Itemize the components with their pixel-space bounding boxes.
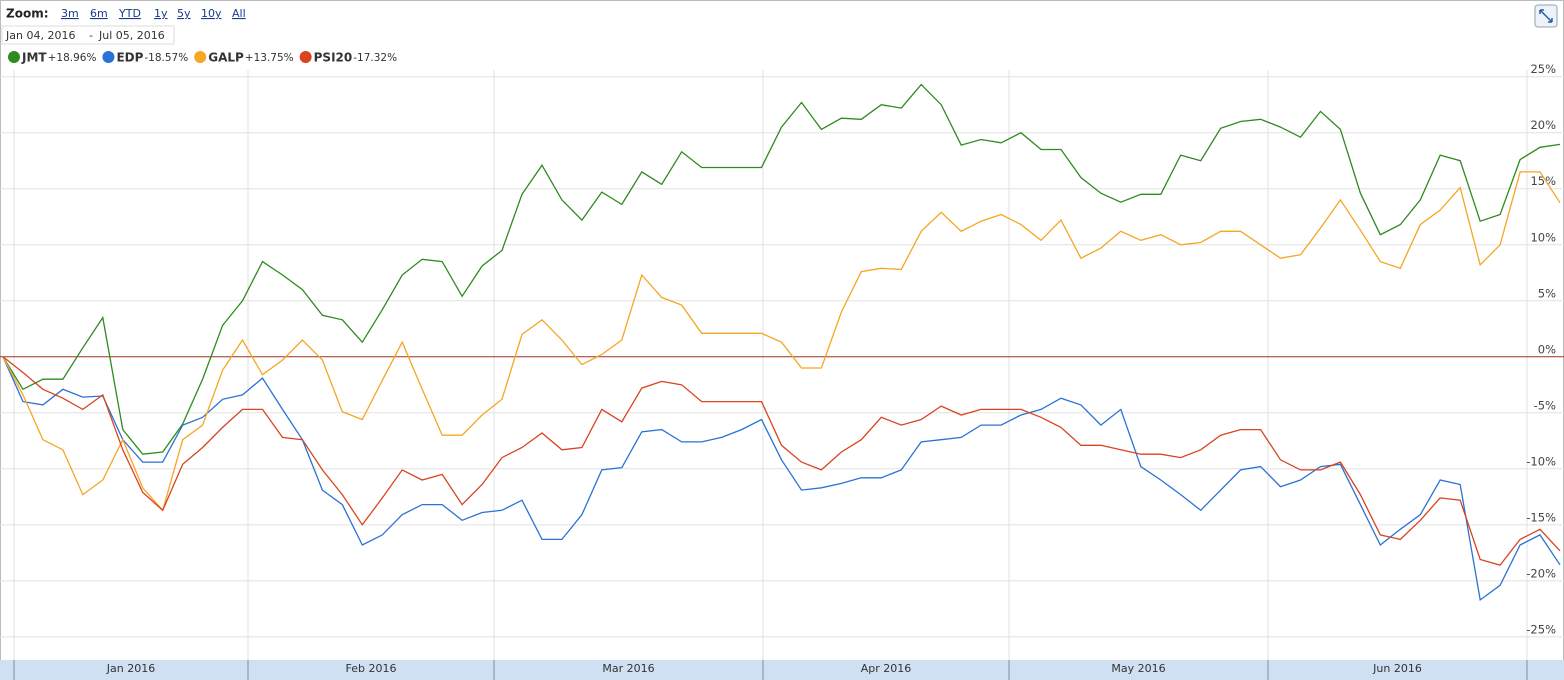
legend-name: GALP [208,51,244,65]
range-start: Jan 04, 2016 [5,29,75,42]
range-separator: - [89,29,93,42]
x-tick-label: Feb 2016 [346,662,397,675]
x-tick-label: Mar 2016 [602,662,654,675]
x-axis-band [0,660,1564,680]
series-line [2,356,1561,566]
zoom-label: Zoom: [6,7,49,21]
x-tick-label: Jun 2016 [1372,662,1422,675]
expand-icon [1539,9,1553,23]
y-tick-label: -15% [1526,510,1556,524]
series-line [2,171,1561,512]
date-range-box [1,25,175,45]
range-end: Jul 05, 2016 [98,29,165,42]
zoom-option[interactable]: 3m [61,7,79,20]
series-line [2,83,1561,455]
y-tick-label: 0% [1538,342,1556,356]
y-tick-label: 25% [1530,62,1556,76]
x-tick-label: Apr 2016 [861,662,912,675]
y-tick-label: -5% [1534,398,1556,412]
y-tick-label: -20% [1526,566,1556,580]
legend-marker [299,51,312,63]
legend-change: +13.75% [245,52,294,64]
y-tick-label: 10% [1530,230,1556,244]
zoom-option[interactable]: 6m [90,7,108,20]
legend-name: PSI20 [314,51,353,65]
legend-change: -18.57% [144,52,188,64]
y-tick-label: 20% [1530,118,1556,132]
y-tick-label: 5% [1538,286,1556,300]
legend-change: +18.96% [48,52,97,64]
zoom-option[interactable]: 1y [154,7,168,20]
y-tick-label: -25% [1526,622,1556,636]
x-tick-label: May 2016 [1111,662,1165,675]
legend-change: -17.32% [353,52,397,64]
zoom-option[interactable]: All [232,7,246,20]
legend-marker [194,51,207,63]
zoom-option[interactable]: 10y [201,7,222,20]
legend-marker [8,51,20,63]
legend-name: EDP [116,51,143,65]
legend-marker [102,51,115,63]
series-line [2,356,1561,602]
y-tick-label: -10% [1526,454,1556,468]
x-tick-label: Jan 2016 [106,662,155,675]
legend-name: JMT [21,51,47,65]
y-tick-label: 15% [1530,174,1556,188]
zoom-option[interactable]: 5y [177,7,191,20]
zoom-option[interactable]: YTD [118,7,141,20]
